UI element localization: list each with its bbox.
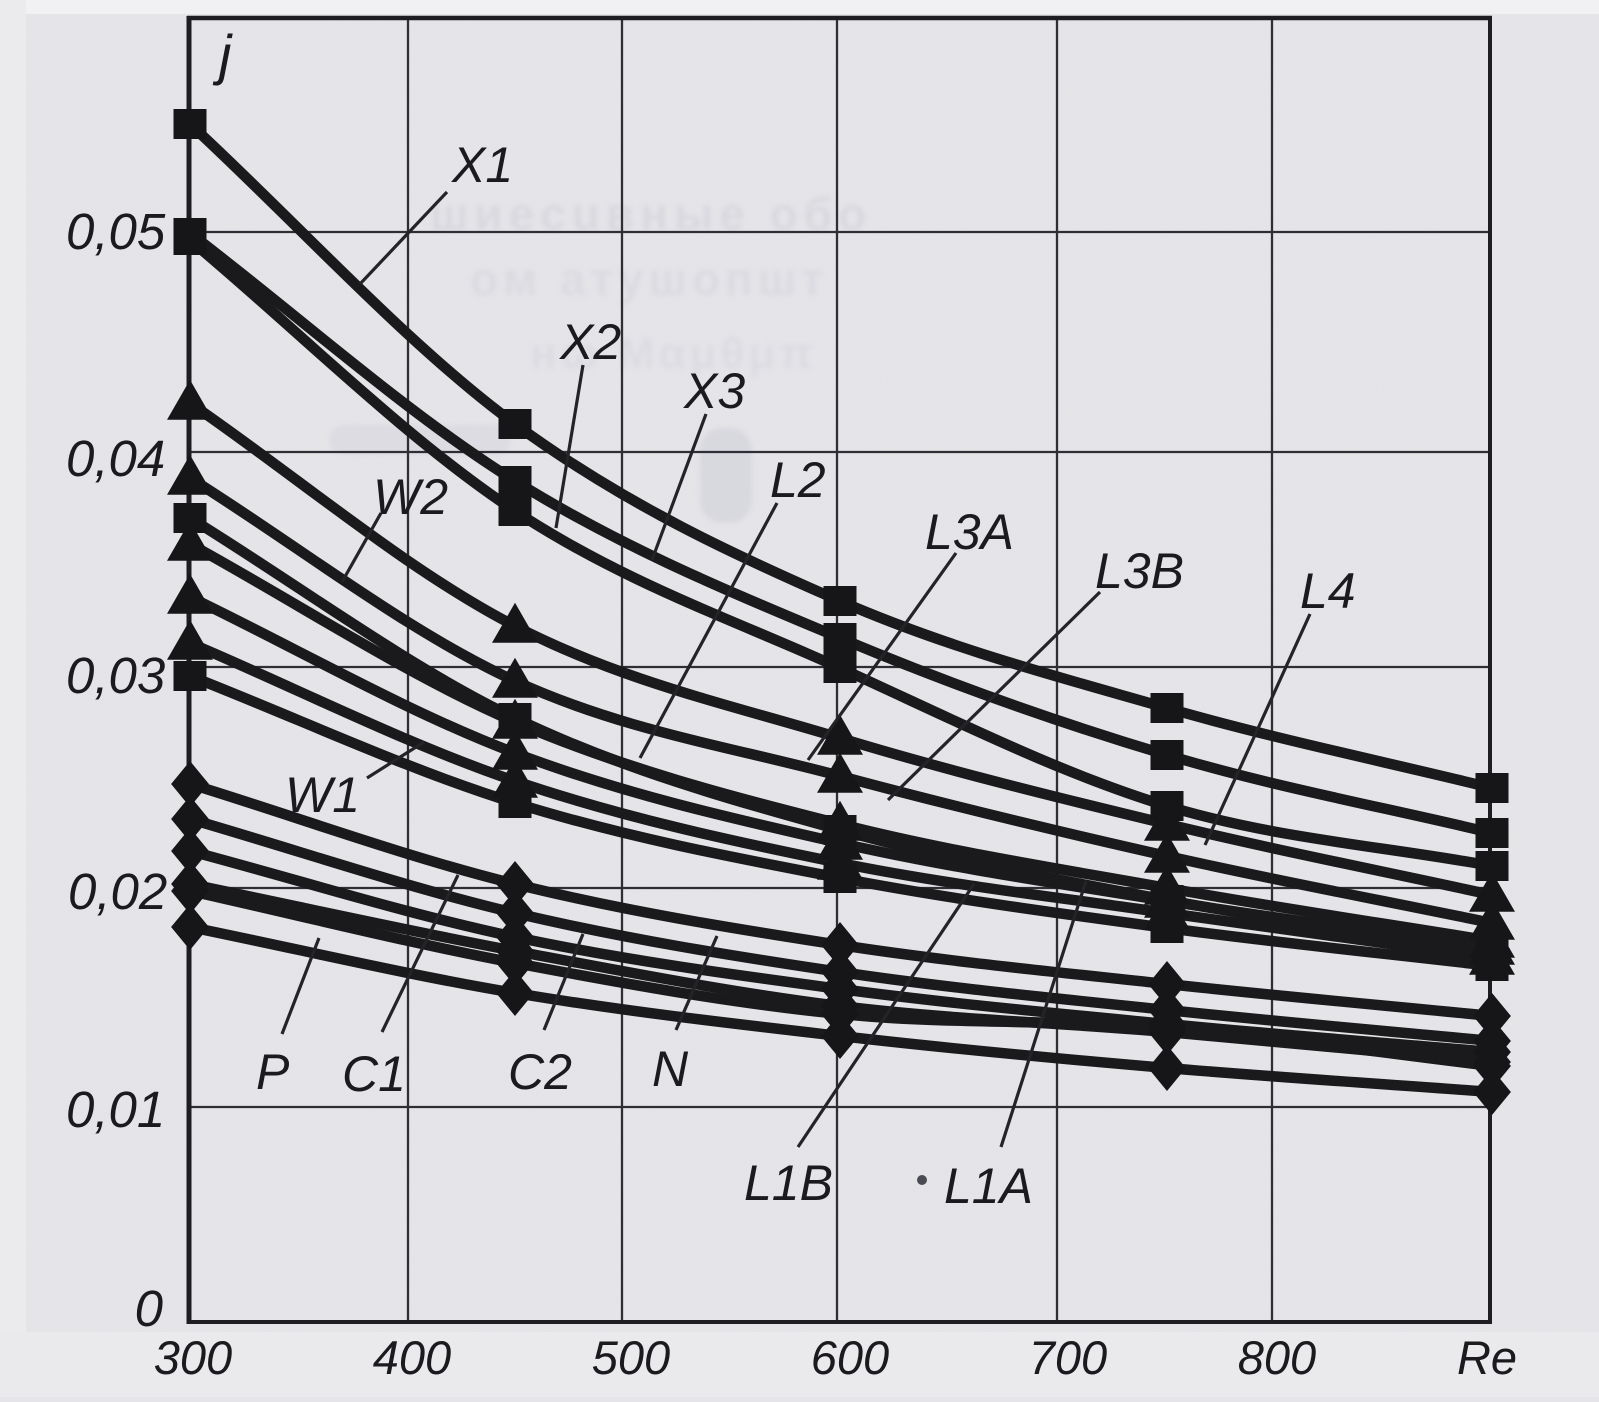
svg-text:L3B: L3B <box>1095 543 1184 599</box>
svg-text:700: 700 <box>1029 1331 1107 1384</box>
svg-text:X3: X3 <box>683 363 745 419</box>
svg-text:L1B: L1B <box>744 1155 833 1211</box>
svg-text:0,01: 0,01 <box>66 1081 165 1138</box>
svg-text:W1: W1 <box>285 767 360 823</box>
svg-text:800: 800 <box>1238 1331 1316 1384</box>
svg-text:N: N <box>652 1041 689 1097</box>
svg-text:C2: C2 <box>508 1044 572 1100</box>
svg-text:W2: W2 <box>373 469 448 525</box>
svg-text:L1A: L1A <box>944 1158 1033 1214</box>
svg-text:L2: L2 <box>770 452 826 508</box>
svg-text:нω Μαμθμπ: нω Μαμθμπ <box>530 329 817 378</box>
svg-text:X2: X2 <box>559 314 621 370</box>
svg-text:oм aтyшοпшт: oм aтyшοпшт <box>470 253 829 305</box>
svg-text:L4: L4 <box>1300 563 1356 619</box>
svg-text:0,02: 0,02 <box>68 863 167 920</box>
svg-text:L3A: L3A <box>925 504 1014 560</box>
svg-text:P: P <box>256 1044 290 1100</box>
svg-text:300: 300 <box>154 1331 232 1384</box>
svg-text:C1: C1 <box>342 1046 406 1102</box>
svg-text:600: 600 <box>811 1331 889 1384</box>
svg-text:X1: X1 <box>451 137 513 193</box>
svg-text:Re: Re <box>1457 1331 1517 1384</box>
svg-text:0,04: 0,04 <box>66 430 165 487</box>
svg-text:500: 500 <box>592 1331 670 1384</box>
svg-text:0,03: 0,03 <box>66 647 165 704</box>
svg-text:0,05: 0,05 <box>66 203 166 260</box>
svg-text:400: 400 <box>373 1331 451 1384</box>
svg-text:0: 0 <box>135 1280 163 1337</box>
